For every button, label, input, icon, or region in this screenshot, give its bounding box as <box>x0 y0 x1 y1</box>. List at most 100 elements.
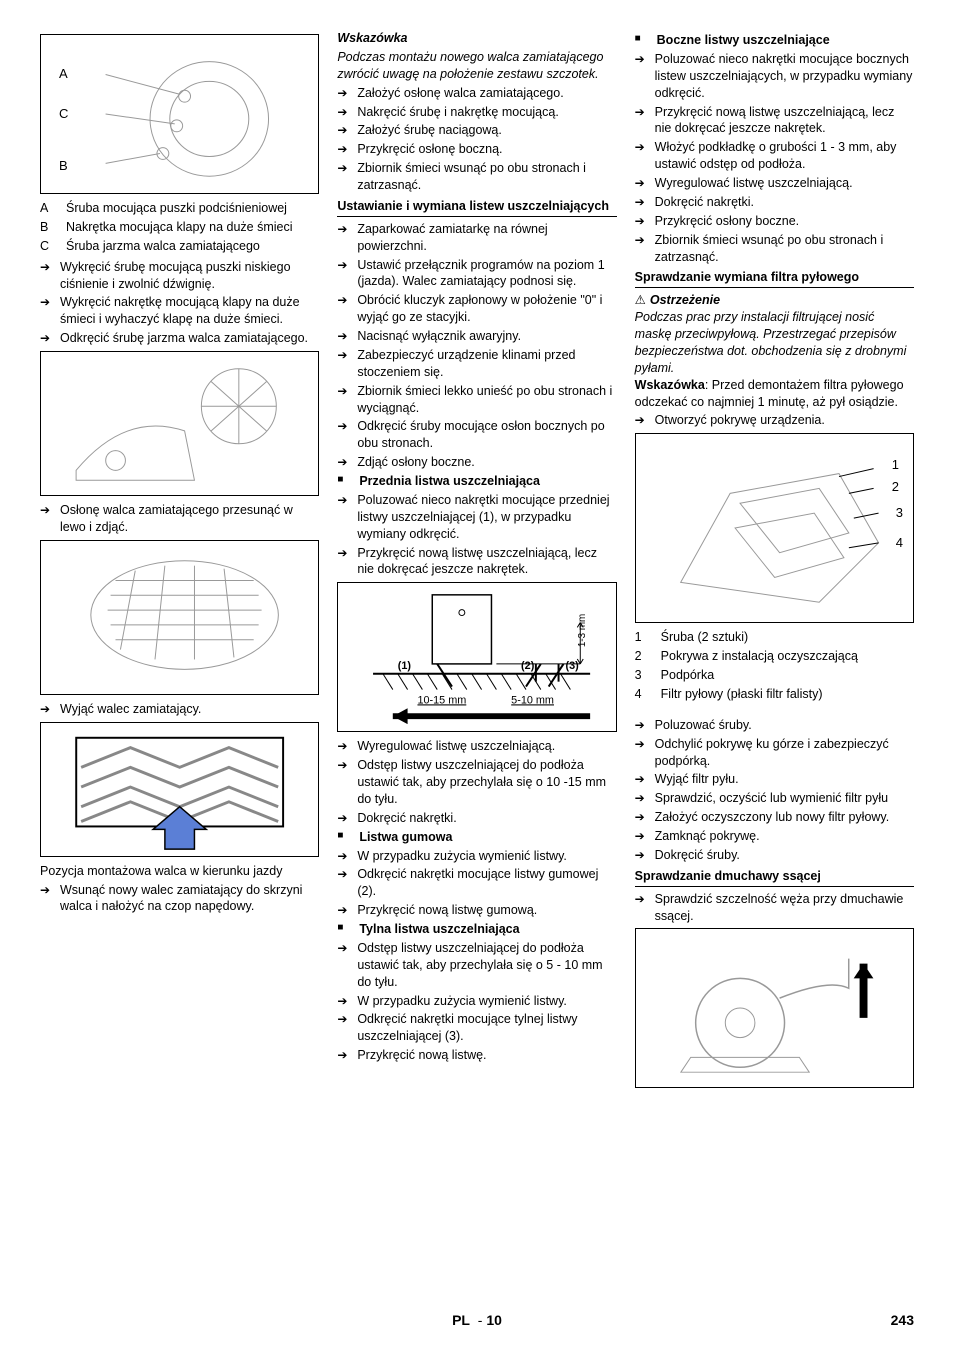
arrow-icon: ➔ <box>337 993 351 1010</box>
heading-dust-filter: Sprawdzanie wymiana filtra pyłowego <box>635 269 914 288</box>
diagram-label-2: (2) <box>521 660 535 672</box>
arrow-icon: ➔ <box>635 51 649 102</box>
arrow-list-c2-top: ➔Założyć osłonę walca zamiatającego. ➔Na… <box>337 85 616 194</box>
arrow-icon: ➔ <box>40 330 54 347</box>
arrow-icon: ➔ <box>337 85 351 102</box>
square-icon: ■ <box>337 829 351 846</box>
arrow-list-c3-sq1: ➔Poluzować nieco nakrętki mocujące boczn… <box>635 51 914 266</box>
page-columns: A C B AŚruba mocująca puszki podciśnieni… <box>40 30 914 1094</box>
figure-label-2: 2 <box>892 478 899 496</box>
caption-direction: Pozycja montażowa walca w kierunku jazdy <box>40 863 319 880</box>
footer-page-number: 243 <box>891 1311 914 1330</box>
square-icon: ■ <box>337 473 351 490</box>
heading-seal-strips: Ustawianie i wymiana listew uszczelniają… <box>337 198 616 217</box>
arrow-icon: ➔ <box>337 848 351 865</box>
figure-label-1: 1 <box>892 456 899 474</box>
arrow-icon: ➔ <box>337 122 351 139</box>
diagram-label-1: (1) <box>398 660 412 672</box>
square-icon: ■ <box>635 32 649 49</box>
warning-heading: ⚠Ostrzeżenie <box>635 292 914 309</box>
subheading-side-strips: ■Boczne listwy uszczelniające <box>635 32 914 49</box>
figure-label-c: C <box>59 105 68 123</box>
arrow-icon: ➔ <box>337 545 351 579</box>
arrow-icon: ➔ <box>635 232 649 266</box>
arrow-icon: ➔ <box>337 738 351 755</box>
arrow-icon: ➔ <box>635 847 649 864</box>
subheading-rear-strip: ■Tylna listwa uszczelniająca <box>337 921 616 938</box>
arrow-icon: ➔ <box>635 412 649 429</box>
arrow-list-1: ➔Wykręcić śrubę mocującą puszki niskiego… <box>40 259 319 347</box>
arrow-list-sq2: ➔W przypadku zużycia wymienić listwy. ➔O… <box>337 848 616 920</box>
arrow-icon: ➔ <box>337 1011 351 1045</box>
figure-label-4: 4 <box>896 534 903 552</box>
arrow-icon: ➔ <box>40 701 54 718</box>
note-text: Wskazówka: Przed demontażem filtra pyłow… <box>635 377 914 411</box>
heading-blower: Sprawdzanie dmuchawy ssącej <box>635 868 914 887</box>
arrow-icon: ➔ <box>337 418 351 452</box>
arrow-icon: ➔ <box>635 213 649 230</box>
subheading-rubber-strip: ■Listwa gumowa <box>337 829 616 846</box>
page-footer: PL - 10 243 <box>40 1311 914 1330</box>
arrow-icon: ➔ <box>40 294 54 328</box>
figure-roller-cover <box>40 351 319 496</box>
arrow-icon: ➔ <box>337 866 351 900</box>
figure-roller-remove <box>40 540 319 695</box>
figure-label-3: 3 <box>896 504 903 522</box>
hint-text: Podczas montażu nowego walca zamiatające… <box>337 49 616 83</box>
arrow-list-open: ➔Otworzyć pokrywę urządzenia. <box>635 412 914 429</box>
arrow-icon: ➔ <box>635 891 649 925</box>
figure-dust-filter: 1 2 3 4 <box>635 433 914 623</box>
subheading-front-strip: ■Przednia listwa uszczelniająca <box>337 473 616 490</box>
column-3: ■Boczne listwy uszczelniające ➔Poluzować… <box>635 30 914 1094</box>
footer-center: PL - 10 <box>452 1311 502 1330</box>
hint-heading: Wskazówka <box>337 30 616 47</box>
arrow-icon: ➔ <box>337 902 351 919</box>
arrow-icon: ➔ <box>40 502 54 536</box>
arrow-list-sq1: ➔Poluzować nieco nakrętki mocujące przed… <box>337 492 616 578</box>
arrow-icon: ➔ <box>40 259 54 293</box>
arrow-icon: ➔ <box>635 771 649 788</box>
arrow-icon: ➔ <box>337 347 351 381</box>
arrow-icon: ➔ <box>337 328 351 345</box>
arrow-icon: ➔ <box>337 104 351 121</box>
arrow-list-sq3: ➔Odstęp listwy uszczelniającej do podłoż… <box>337 940 616 1064</box>
arrow-list-c2-mid: ➔Zaparkować zamiatarkę na równej powierz… <box>337 221 616 471</box>
diagram-gap: 1-3 mm <box>578 614 589 647</box>
legend-list-filter: 1Śruba (2 sztuki) 2Pokrywa z instalacją … <box>635 629 914 703</box>
arrow-icon: ➔ <box>635 175 649 192</box>
arrow-list-3: ➔Wyjąć walec zamiatający. <box>40 701 319 718</box>
column-2: Wskazówka Podczas montażu nowego walca z… <box>337 30 616 1094</box>
figure-label-a: A <box>59 65 68 83</box>
legend-list-1: AŚruba mocująca puszki podciśnieniowej B… <box>40 200 319 255</box>
figure-seal-diagram: (1) (2) (3) 10-15 mm 5-10 mm 1-3 mm <box>337 582 616 732</box>
arrow-icon: ➔ <box>337 221 351 255</box>
arrow-icon: ➔ <box>337 454 351 471</box>
arrow-icon: ➔ <box>337 292 351 326</box>
diagram-dim-2: 5-10 mm <box>512 695 555 707</box>
column-1: A C B AŚruba mocująca puszki podciśnieni… <box>40 30 319 1094</box>
figure-label-b: B <box>59 157 68 175</box>
figure-roller-direction <box>40 722 319 857</box>
arrow-list-2: ➔Osłonę walca zamiatającego przesunąć w … <box>40 502 319 536</box>
diagram-dim-1: 10-15 mm <box>418 695 467 707</box>
arrow-list-blower: ➔Sprawdzić szczelność węża przy dmuchawi… <box>635 891 914 925</box>
square-icon: ■ <box>337 921 351 938</box>
arrow-icon: ➔ <box>635 139 649 173</box>
arrow-list-diag: ➔Wyregulować listwę uszczelniającą. ➔Ods… <box>337 738 616 826</box>
warning-icon: ⚠ <box>635 293 646 307</box>
arrow-icon: ➔ <box>337 160 351 194</box>
arrow-icon: ➔ <box>635 104 649 138</box>
arrow-icon: ➔ <box>337 810 351 827</box>
arrow-icon: ➔ <box>635 790 649 807</box>
arrow-icon: ➔ <box>635 717 649 734</box>
arrow-icon: ➔ <box>337 940 351 991</box>
diagram-label-3: (3) <box>566 660 580 672</box>
figure-roller-screws: A C B <box>40 34 319 194</box>
arrow-icon: ➔ <box>337 492 351 543</box>
arrow-icon: ➔ <box>337 141 351 158</box>
arrow-icon: ➔ <box>635 809 649 826</box>
arrow-icon: ➔ <box>635 194 649 211</box>
arrow-icon: ➔ <box>40 882 54 916</box>
arrow-list-4: ➔Wsunąć nowy walec zamiatający do skrzyn… <box>40 882 319 916</box>
arrow-list-c3-bot: ➔Poluzować śruby. ➔Odchylić pokrywę ku g… <box>635 717 914 864</box>
